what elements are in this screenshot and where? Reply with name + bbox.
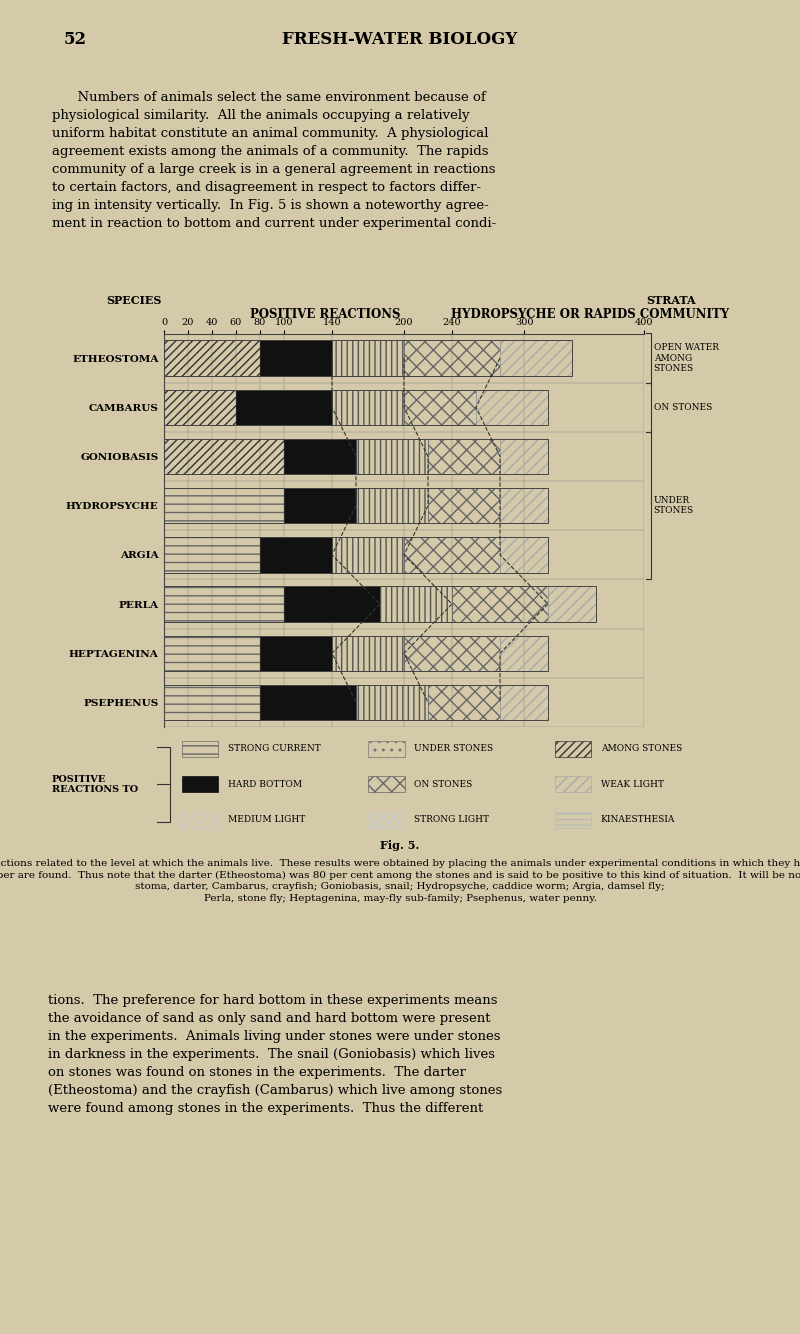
Bar bbox=[555, 812, 591, 828]
Bar bbox=[500, 439, 548, 474]
Bar bbox=[428, 439, 500, 474]
Text: KINAESTHESIA: KINAESTHESIA bbox=[601, 815, 675, 824]
Bar bbox=[332, 390, 404, 426]
Bar bbox=[404, 635, 500, 671]
Text: FRESH-WATER BIOLOGY: FRESH-WATER BIOLOGY bbox=[282, 31, 518, 48]
Bar bbox=[284, 439, 356, 474]
Text: AMONG STONES: AMONG STONES bbox=[601, 744, 682, 754]
Text: UNDER STONES: UNDER STONES bbox=[414, 744, 494, 754]
Bar bbox=[332, 538, 404, 572]
Bar bbox=[164, 635, 260, 671]
Bar bbox=[356, 488, 428, 523]
Text: Numbers of animals select the same environment because of
physiological similari: Numbers of animals select the same envir… bbox=[52, 91, 496, 229]
Bar bbox=[368, 740, 405, 756]
Text: MEDIUM LIGHT: MEDIUM LIGHT bbox=[227, 815, 305, 824]
Bar bbox=[404, 390, 476, 426]
Bar bbox=[164, 340, 572, 376]
Bar bbox=[182, 776, 218, 792]
Bar bbox=[548, 587, 596, 622]
Bar bbox=[164, 587, 596, 622]
Bar bbox=[164, 684, 260, 720]
Text: WEAK LIGHT: WEAK LIGHT bbox=[601, 780, 663, 788]
Bar bbox=[500, 488, 548, 523]
Bar bbox=[368, 776, 405, 792]
Bar bbox=[164, 390, 548, 426]
Bar bbox=[428, 488, 500, 523]
Text: SPECIES: SPECIES bbox=[106, 295, 162, 305]
Bar bbox=[555, 776, 591, 792]
Bar bbox=[500, 538, 548, 572]
Text: POSITIVE REACTIONS: POSITIVE REACTIONS bbox=[250, 308, 400, 320]
Bar bbox=[236, 390, 332, 426]
Bar bbox=[500, 684, 548, 720]
Bar bbox=[476, 390, 548, 426]
Bar bbox=[164, 635, 548, 671]
Text: STRATA: STRATA bbox=[646, 295, 696, 305]
Bar bbox=[260, 340, 332, 376]
Bar bbox=[164, 488, 284, 523]
Bar bbox=[500, 340, 572, 376]
Bar bbox=[164, 390, 236, 426]
Bar bbox=[164, 538, 548, 572]
Bar bbox=[555, 740, 591, 756]
Bar bbox=[356, 439, 428, 474]
Bar bbox=[164, 538, 260, 572]
Bar bbox=[164, 488, 548, 523]
Text: 52: 52 bbox=[64, 31, 87, 48]
Bar bbox=[164, 587, 284, 622]
Bar bbox=[500, 635, 548, 671]
Bar bbox=[284, 587, 380, 622]
Bar bbox=[260, 538, 332, 572]
Bar bbox=[332, 340, 404, 376]
Text: To show the agreement and disagreement of the reactions of the animals of the ra: To show the agreement and disagreement o… bbox=[0, 859, 800, 903]
Bar bbox=[284, 488, 356, 523]
Bar bbox=[260, 684, 356, 720]
Text: STRONG CURRENT: STRONG CURRENT bbox=[227, 744, 320, 754]
Bar bbox=[164, 439, 548, 474]
Bar bbox=[332, 635, 404, 671]
Text: POSITIVE
REACTIONS TO: POSITIVE REACTIONS TO bbox=[51, 775, 138, 794]
Bar bbox=[368, 812, 405, 828]
Text: HYDROPSYCHE OR RAPIDS COMMUNITY: HYDROPSYCHE OR RAPIDS COMMUNITY bbox=[451, 308, 730, 320]
Bar bbox=[404, 538, 500, 572]
Text: ON STONES: ON STONES bbox=[414, 780, 472, 788]
Bar bbox=[452, 587, 548, 622]
Bar bbox=[164, 439, 284, 474]
Bar bbox=[380, 587, 452, 622]
Bar bbox=[260, 635, 332, 671]
Bar bbox=[182, 740, 218, 756]
Bar bbox=[182, 812, 218, 828]
Text: ON STONES: ON STONES bbox=[654, 403, 712, 412]
Text: HARD BOTTOM: HARD BOTTOM bbox=[227, 780, 302, 788]
Text: UNDER
STONES: UNDER STONES bbox=[654, 496, 694, 515]
Text: tions.  The preference for hard bottom in these experiments means
the avoidance : tions. The preference for hard bottom in… bbox=[48, 994, 502, 1115]
Bar bbox=[356, 684, 428, 720]
Bar bbox=[404, 340, 500, 376]
Bar bbox=[164, 340, 260, 376]
Text: Fig. 5.: Fig. 5. bbox=[380, 840, 420, 851]
Text: STRONG LIGHT: STRONG LIGHT bbox=[414, 815, 489, 824]
Bar bbox=[428, 684, 500, 720]
Bar bbox=[164, 684, 548, 720]
Text: OPEN WATER
AMONG
STONES: OPEN WATER AMONG STONES bbox=[654, 343, 718, 374]
